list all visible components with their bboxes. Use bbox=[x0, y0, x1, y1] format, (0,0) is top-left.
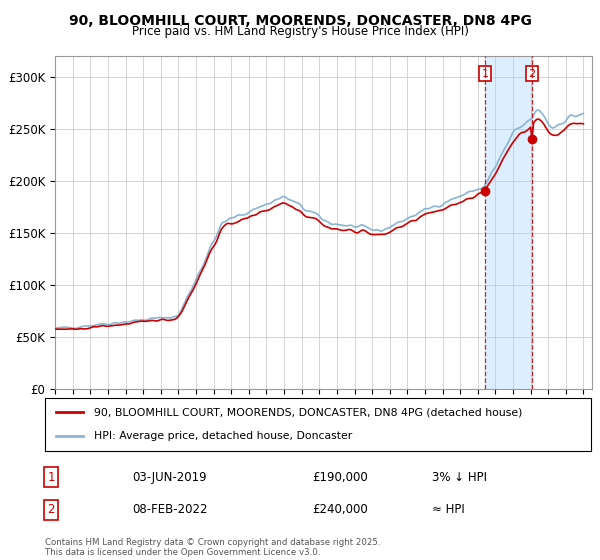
Text: £190,000: £190,000 bbox=[312, 470, 368, 484]
Text: 3% ↓ HPI: 3% ↓ HPI bbox=[432, 470, 487, 484]
Text: 03-JUN-2019: 03-JUN-2019 bbox=[132, 470, 206, 484]
Text: 08-FEB-2022: 08-FEB-2022 bbox=[132, 503, 208, 516]
Text: HPI: Average price, detached house, Doncaster: HPI: Average price, detached house, Donc… bbox=[94, 431, 352, 441]
Text: 90, BLOOMHILL COURT, MOORENDS, DONCASTER, DN8 4PG: 90, BLOOMHILL COURT, MOORENDS, DONCASTER… bbox=[68, 14, 532, 28]
Text: 2: 2 bbox=[529, 69, 536, 79]
Text: 1: 1 bbox=[47, 470, 55, 484]
Bar bbox=[485, 56, 532, 389]
Text: £240,000: £240,000 bbox=[312, 503, 368, 516]
Text: ≈ HPI: ≈ HPI bbox=[432, 503, 465, 516]
Text: Contains HM Land Registry data © Crown copyright and database right 2025.
This d: Contains HM Land Registry data © Crown c… bbox=[45, 538, 380, 557]
Text: Price paid vs. HM Land Registry's House Price Index (HPI): Price paid vs. HM Land Registry's House … bbox=[131, 25, 469, 38]
Text: 1: 1 bbox=[482, 69, 488, 79]
Text: 2: 2 bbox=[47, 503, 55, 516]
Text: 90, BLOOMHILL COURT, MOORENDS, DONCASTER, DN8 4PG (detached house): 90, BLOOMHILL COURT, MOORENDS, DONCASTER… bbox=[94, 408, 523, 418]
